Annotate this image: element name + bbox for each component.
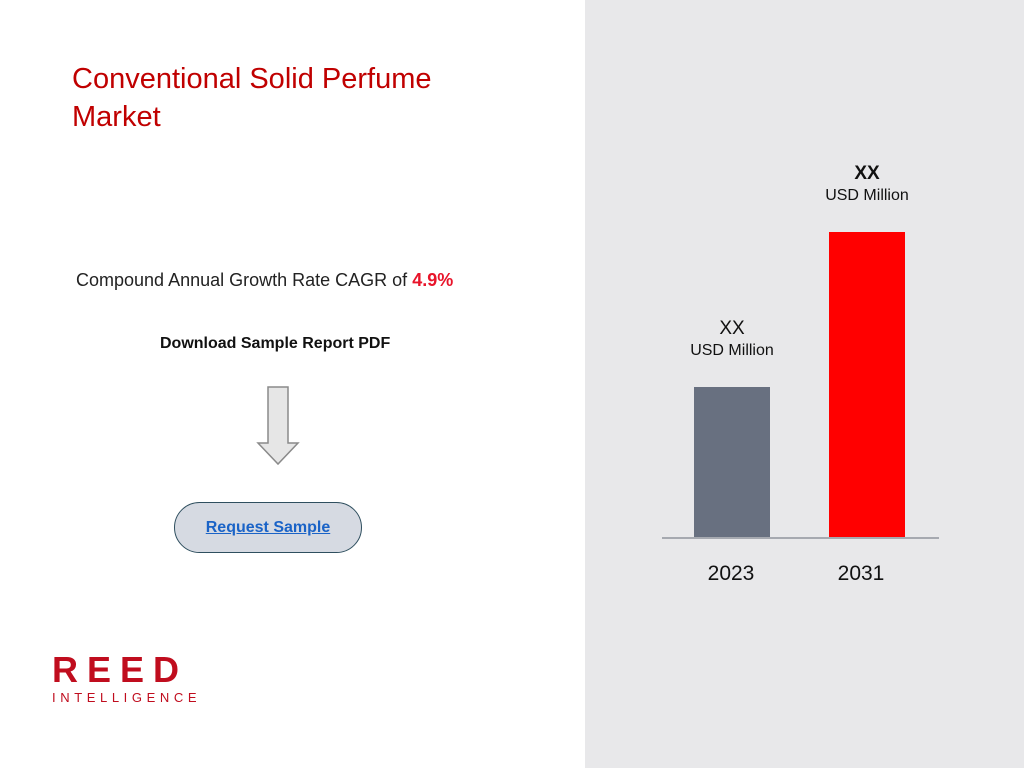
chart-panel xyxy=(585,0,1024,768)
logo-sub: INTELLIGENCE xyxy=(52,690,202,705)
bar-2031-unit: USD Million xyxy=(825,187,909,204)
x-tick-2023: 2023 xyxy=(707,562,755,585)
bar-2023-value: XX xyxy=(719,318,745,339)
reed-intelligence-logo: REED INTELLIGENCE xyxy=(52,649,202,706)
cagr-value: 4.9% xyxy=(412,270,454,290)
bar-2023-unit: USD Million xyxy=(690,342,774,359)
logo-word: REED xyxy=(52,649,189,690)
cagr-prefix: Compound Annual Growth Rate CAGR of xyxy=(76,270,413,290)
x-axis-line xyxy=(662,537,939,539)
cagr-text: Compound Annual Growth Rate CAGR of 4.9% xyxy=(76,270,453,291)
request-sample-link[interactable]: Request Sample xyxy=(205,518,331,536)
bar-2031-value: XX xyxy=(854,163,880,184)
bar-2031-label: XX USD Million xyxy=(807,162,927,206)
bar-2031 xyxy=(829,232,905,537)
bar-2023-label: XX USD Million xyxy=(672,317,792,361)
down-arrow-icon xyxy=(256,386,300,466)
page-title: Conventional Solid Perfume Market xyxy=(72,63,432,133)
bar-2023 xyxy=(694,387,770,537)
x-tick-2031: 2031 xyxy=(837,562,885,585)
request-sample-button[interactable]: Request Sample xyxy=(174,502,362,553)
download-label: Download Sample Report PDF xyxy=(160,335,391,352)
